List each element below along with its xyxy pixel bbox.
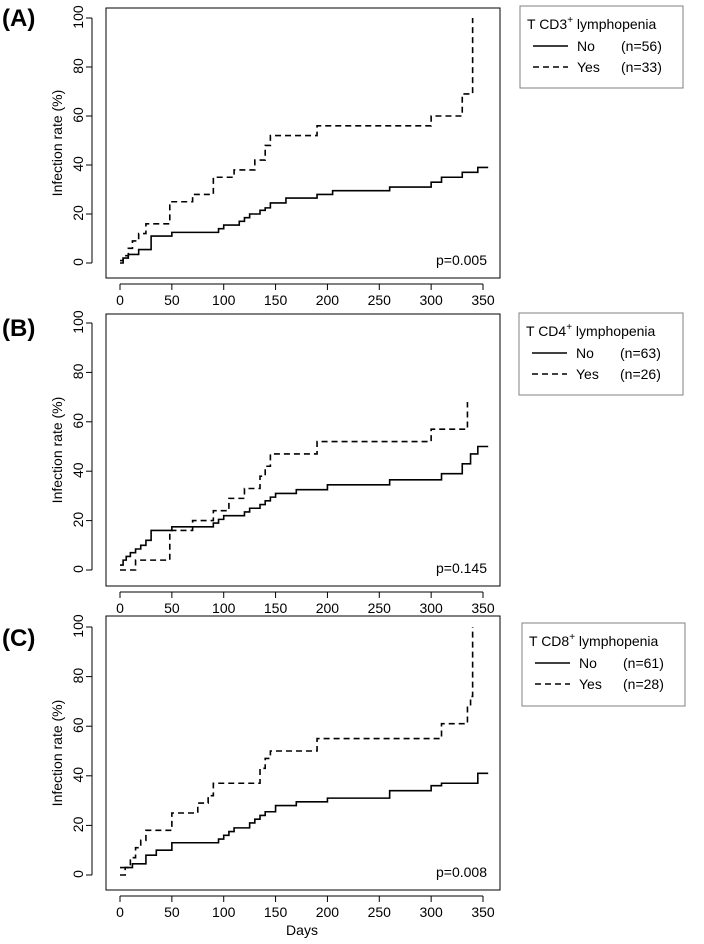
y-tick-label: 40 (70, 767, 86, 783)
y-tick-label: 60 (70, 413, 86, 429)
x-tick-label: 300 (419, 904, 443, 920)
x-tick-label: 50 (164, 904, 180, 920)
y-tick-label: 40 (70, 462, 86, 478)
legend-label-yes: Yes (579, 676, 602, 692)
legend: T CD8+ lymphopenia No (n=61) Yes (n=28) (521, 622, 686, 707)
legend-title-superscript: + (567, 15, 573, 26)
legend-title-main: T CD3 (527, 16, 567, 32)
legend-frame (518, 312, 684, 396)
y-tick-label: 100 (70, 310, 86, 334)
x-tick-label: 250 (368, 292, 392, 308)
x-tick-label: 100 (212, 904, 236, 920)
legend: T CD3+ lymphopenia No (n=56) Yes (n=33) (519, 5, 684, 89)
x-tick-label: 0 (116, 600, 124, 616)
plot-frame (105, 615, 501, 891)
y-tick-label: 80 (70, 668, 86, 684)
x-tick-label: 350 (471, 904, 495, 920)
y-tick-label: 20 (70, 512, 86, 528)
legend-count-no: (n=56) (621, 38, 662, 54)
legend-title: T CD4+ lymphopenia (526, 322, 656, 339)
y-tick-label: 80 (70, 58, 86, 74)
chart-panel-3: (C) 0 20 40 60 80 100 Infection rate (%) 0 50 100 1… (2, 614, 686, 920)
p-value-label: p=0.008 (436, 864, 487, 880)
x-tick-label: 250 (368, 904, 392, 920)
x-tick-label: 50 (164, 600, 180, 616)
y-tick-label: 60 (70, 717, 86, 733)
x-tick-label: 50 (164, 292, 180, 308)
panel-label: (C) (2, 625, 35, 652)
legend-label-yes: Yes (577, 59, 600, 75)
series-line-yes (120, 18, 474, 262)
p-value-label: p=0.005 (436, 252, 487, 268)
plot-frame (105, 7, 501, 279)
y-tick-label: 0 (70, 258, 86, 266)
x-tick-label: 150 (264, 904, 288, 920)
x-tick-label: 0 (116, 904, 124, 920)
x-tick-label: 300 (419, 292, 443, 308)
legend-title-suffix: lymphopenia (572, 323, 655, 339)
x-tick-label: 0 (116, 292, 124, 308)
x-tick-label: 350 (471, 292, 495, 308)
series-line-yes (120, 402, 469, 571)
x-tick-label: 100 (212, 600, 236, 616)
legend-title-superscript: + (569, 632, 575, 643)
y-tick-label: 100 (70, 5, 86, 29)
y-axis-title: Infection rate (%) (49, 90, 65, 197)
x-tick-label: 200 (316, 292, 340, 308)
x-tick-label: 350 (471, 600, 495, 616)
y-tick-label: 60 (70, 107, 86, 123)
series-line-yes (120, 627, 474, 876)
legend-label-yes: Yes (576, 366, 599, 382)
x-tick-label: 150 (264, 292, 288, 308)
y-tick-label: 0 (70, 565, 86, 573)
legend-count-yes: (n=26) (620, 366, 661, 382)
legend-frame (519, 5, 684, 89)
p-value-label: p=0.145 (436, 560, 487, 576)
legend-count-no: (n=63) (620, 345, 661, 361)
x-tick-label: 200 (316, 600, 340, 616)
legend-count-no: (n=61) (623, 655, 664, 671)
legend: T CD4+ lymphopenia No (n=63) Yes (n=26) (518, 312, 684, 396)
legend-title: T CD8+ lymphopenia (529, 632, 659, 649)
legend-title-superscript: + (566, 322, 572, 333)
series-line-no (120, 445, 489, 566)
legend-label-no: No (579, 655, 597, 671)
y-axis-title: Infection rate (%) (49, 397, 65, 504)
legend-label-no: No (577, 38, 595, 54)
x-tick-label: 300 (419, 600, 443, 616)
legend-count-yes: (n=28) (623, 676, 664, 692)
chart-panel-1: (A) 0 20 40 60 80 100 Infection rate (%) 0 50 100 1… (2, 5, 684, 308)
legend-title-suffix: lymphopenia (573, 16, 656, 32)
x-axis-title: Days (286, 922, 318, 938)
panel-label: (A) (2, 5, 35, 32)
legend-frame (521, 622, 686, 707)
legend-title: T CD3+ lymphopenia (527, 15, 657, 32)
x-tick-label: 150 (264, 600, 288, 616)
chart-panel-2: (B) 0 20 40 60 80 100 Infection rate (%) 0 50 100 1… (2, 310, 684, 616)
y-tick-label: 20 (70, 205, 86, 221)
legend-label-no: No (576, 345, 594, 361)
series-line-no (120, 166, 489, 264)
legend-count-yes: (n=33) (621, 59, 662, 75)
panel-label: (B) (2, 315, 35, 342)
y-tick-label: 40 (70, 156, 86, 172)
plot-frame (105, 313, 501, 587)
x-tick-label: 200 (316, 904, 340, 920)
y-tick-label: 80 (70, 363, 86, 379)
legend-title-main: T CD8 (529, 633, 569, 649)
y-tick-label: 20 (70, 816, 86, 832)
legend-title-suffix: lymphopenia (575, 633, 658, 649)
y-tick-label: 0 (70, 870, 86, 878)
y-tick-label: 100 (70, 614, 86, 638)
legend-title-main: T CD4 (526, 323, 566, 339)
series-line-no (120, 772, 489, 869)
x-tick-label: 250 (368, 600, 392, 616)
x-tick-label: 100 (212, 292, 236, 308)
y-axis-title: Infection rate (%) (49, 700, 65, 807)
